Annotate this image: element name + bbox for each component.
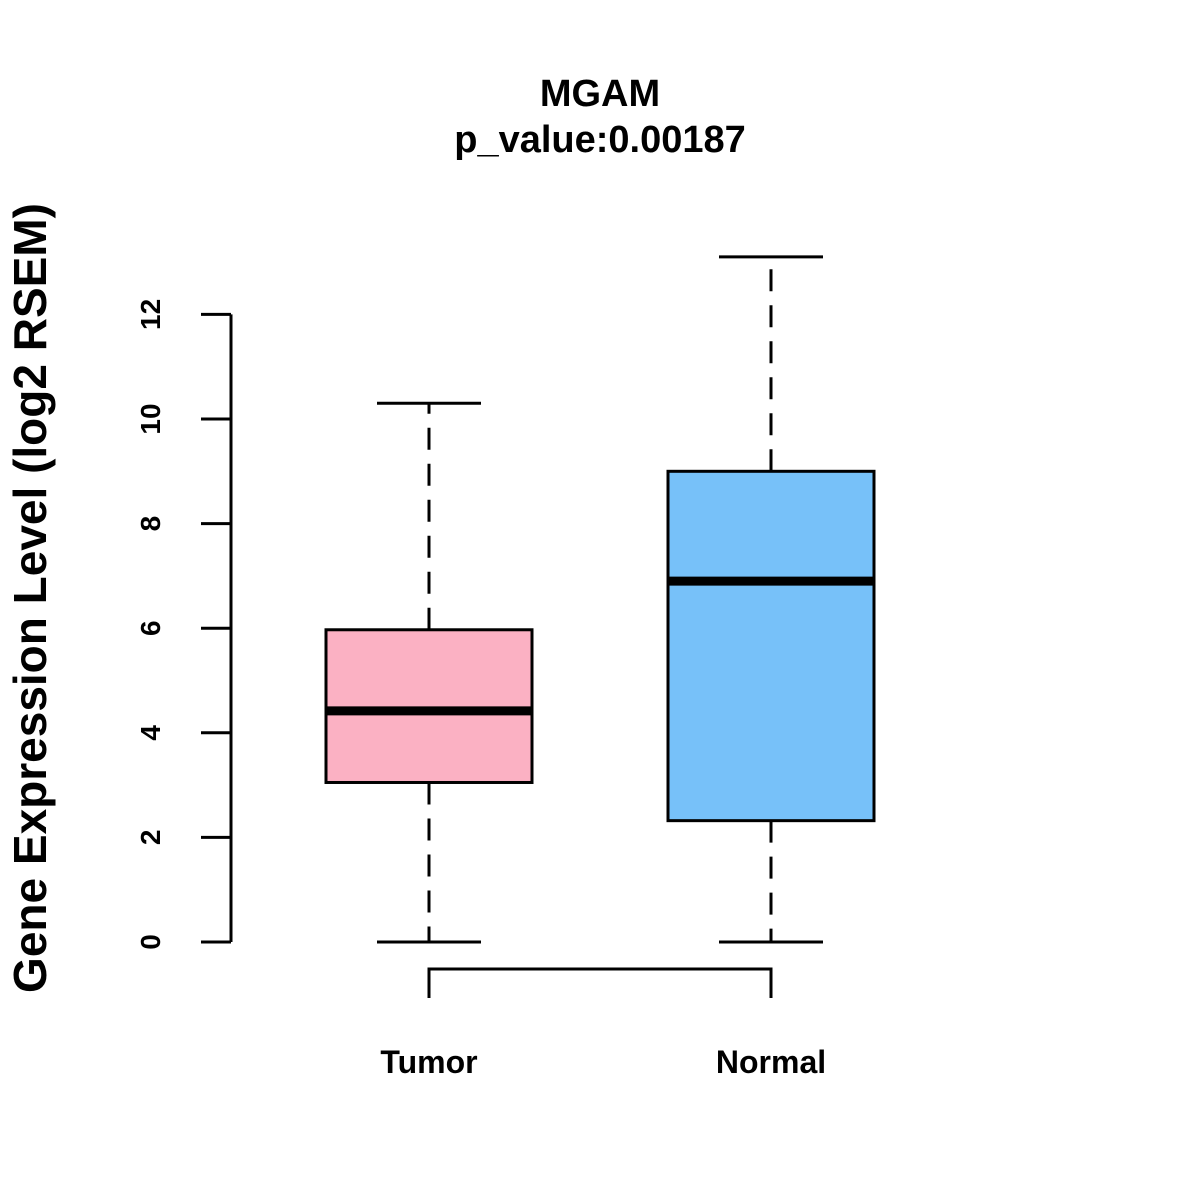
box-normal: [666, 255, 876, 944]
y-tick-label: 10: [135, 403, 166, 434]
chart-subtitle: p_value:0.00187: [454, 119, 746, 161]
comparison-bracket: [427, 967, 773, 998]
y-tick-label: 12: [135, 299, 166, 330]
x-category-label: Tumor: [380, 1044, 477, 1080]
y-tick-label: 0: [135, 934, 166, 950]
box-group: [324, 255, 876, 944]
y-axis: 0 2 4 6 8 10 12: [135, 299, 233, 950]
iqr-box: [324, 628, 534, 784]
x-category-labels: Tumor Normal: [380, 1044, 826, 1080]
y-tick-label: 6: [135, 620, 166, 636]
x-category-label: Normal: [716, 1044, 826, 1080]
chart-title: MGAM: [540, 73, 660, 115]
iqr-box: [666, 469, 876, 823]
bracket-line: [427, 967, 773, 998]
y-tick-label: 8: [135, 516, 166, 532]
y-tick-label: 2: [135, 830, 166, 846]
y-tick-label: 4: [135, 725, 166, 741]
box-tumor: [324, 401, 534, 944]
y-axis-label: Gene Expression Level (log2 RSEM): [4, 203, 56, 993]
